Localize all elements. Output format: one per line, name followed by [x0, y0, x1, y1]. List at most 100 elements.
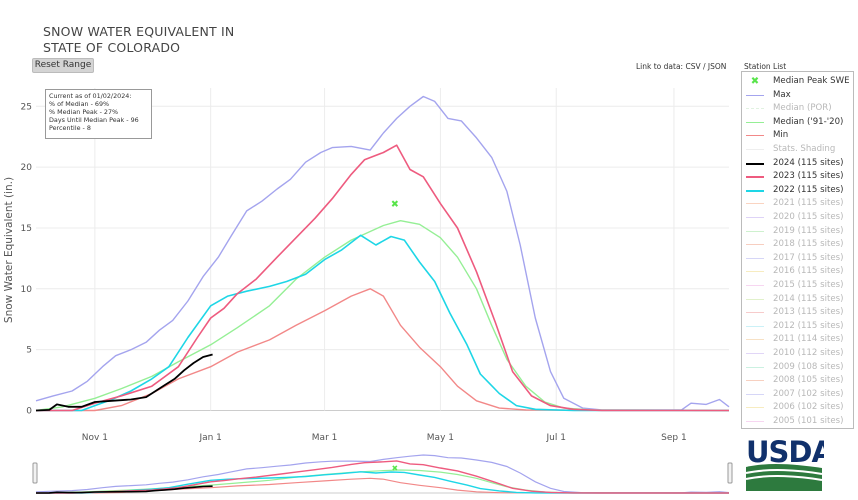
info-pct-median-peak: % Median Peak - 27% — [49, 108, 119, 116]
legend-item[interactable]: 2016 (115 sites) — [746, 265, 852, 278]
x-tick-label: Mar 1 — [312, 433, 338, 443]
navigator-series-max — [35, 454, 730, 494]
navigator-median-peak — [392, 465, 398, 471]
legend-line-icon — [746, 176, 764, 179]
legend-item[interactable]: Median (POR) — [746, 102, 852, 115]
legend-item-label: Median ('91-'20) — [773, 116, 844, 127]
legend-item-label: 2015 (115 sites) — [773, 280, 844, 290]
legend-item[interactable]: ✖ Median Peak SWE — [746, 75, 852, 88]
legend-item[interactable]: 2015 (115 sites) — [746, 279, 852, 292]
legend-line-icon — [746, 162, 764, 165]
legend-line-icon — [746, 325, 764, 327]
legend-item[interactable]: Min — [746, 129, 852, 142]
station-list-title[interactable]: Station List — [744, 62, 787, 71]
legend-item-label: 2008 (105 sites) — [773, 375, 844, 386]
legend-item[interactable]: 2024 (115 sites) — [746, 157, 852, 170]
chart-title-line2: STATE OF COLORADO — [43, 40, 181, 55]
info-current: Current as of 01/02/2024: — [49, 92, 132, 100]
legend-line-icon — [746, 407, 764, 409]
info-box: Current as of 01/02/2024: % of Median - … — [45, 89, 152, 139]
legend-item[interactable]: Max — [746, 89, 852, 102]
legend-item[interactable]: 2014 (115 sites) — [746, 293, 852, 306]
legend-item[interactable]: Median ('91-'20) — [746, 116, 852, 129]
info-pct-median: % of Median - 69% — [49, 100, 110, 108]
y-tick-label: 20 — [21, 163, 33, 173]
legend-item[interactable]: Stats. Shading — [746, 143, 852, 156]
series-line-median — [35, 220, 730, 412]
legend-item-label: Min — [773, 130, 789, 141]
y-tick-label: 10 — [21, 285, 33, 295]
legend-item-label: 2023 (115 sites) — [773, 171, 844, 182]
chart-title-line1: SNOW WATER EQUIVALENT IN — [43, 24, 235, 39]
legend-item-label: Median (POR) — [773, 103, 832, 114]
legend-item[interactable]: 2013 (115 sites) — [746, 306, 852, 319]
legend-item[interactable]: 2021 (115 sites) — [746, 197, 852, 210]
legend-item-label: 2010 (112 sites) — [773, 348, 844, 358]
legend-item-label: 2007 (102 sites) — [773, 388, 844, 399]
legend-item-label: 2024 (115 sites) — [773, 157, 844, 168]
legend-item[interactable]: 2018 (115 sites) — [746, 238, 852, 251]
legend-item-label: 2005 (101 sites) — [773, 416, 844, 426]
legend-line-icon — [746, 94, 764, 96]
x-tick-label: May 1 — [427, 433, 454, 443]
legend-item[interactable]: 2022 (115 sites) — [746, 184, 852, 197]
range-navigator[interactable] — [32, 454, 733, 494]
series-line-y2023 — [36, 144, 729, 412]
x-tick-label: Jan 1 — [198, 433, 221, 443]
legend-line-icon — [746, 230, 764, 232]
legend-item-label: 2019 (115 sites) — [773, 225, 844, 236]
legend-item[interactable]: 2011 (114 sites) — [746, 333, 852, 346]
legend-line-icon — [746, 108, 764, 110]
legend-item-label: 2013 (115 sites) — [773, 307, 844, 318]
series-line-y2024 — [35, 353, 213, 412]
legend-item[interactable]: 2009 (108 sites) — [746, 361, 852, 374]
info-percentile: Percentile - 8 — [49, 124, 91, 132]
legend-line-icon — [746, 421, 764, 422]
legend-item[interactable]: 2019 (115 sites) — [746, 225, 852, 238]
legend-line-icon — [746, 393, 764, 395]
reset-range-button[interactable]: Reset Range — [32, 58, 94, 73]
legend-item[interactable]: 2005 (101 sites) — [746, 415, 852, 428]
legend-item[interactable]: 2017 (115 sites) — [746, 252, 852, 265]
legend-line-icon — [746, 257, 764, 259]
legend-item-label: 2018 (115 sites) — [773, 239, 844, 250]
legend-item-label: Stats. Shading — [773, 144, 836, 154]
legend-item[interactable]: 2020 (115 sites) — [746, 211, 852, 224]
legend-line-icon — [746, 135, 764, 137]
legend-line-icon — [746, 244, 764, 246]
legend-line-icon — [746, 121, 764, 123]
legend-item-label: 2021 (115 sites) — [773, 198, 844, 209]
legend-item-label: 2014 (115 sites) — [773, 293, 844, 304]
chart-title: SNOW WATER EQUIVALENT IN STATE OF COLORA… — [43, 24, 234, 56]
y-tick-label: 15 — [21, 224, 32, 234]
series-line-y2022 — [36, 234, 729, 412]
legend-line-icon — [746, 271, 764, 273]
legend-item-label: 2017 (115 sites) — [773, 252, 844, 263]
link-to-data[interactable]: Link to data: CSV / JSON — [636, 62, 727, 71]
legend-item[interactable]: 2010 (112 sites) — [746, 347, 852, 360]
legend-item[interactable]: 2006 (102 sites) — [746, 401, 852, 414]
legend-line-icon — [746, 298, 764, 300]
legend-marker-icon: ✖ — [750, 76, 760, 87]
navigator-series-y2024 — [35, 485, 213, 494]
navigator-handle-right[interactable] — [727, 462, 733, 484]
legend-item[interactable]: 2007 (102 sites) — [746, 388, 852, 401]
y-tick-label: 0 — [26, 407, 32, 417]
legend-item[interactable]: 2023 (115 sites) — [746, 170, 852, 183]
legend-item-label: 2006 (102 sites) — [773, 402, 844, 413]
legend-item-label: Max — [773, 89, 791, 100]
legend-item-label: 2011 (114 sites) — [773, 334, 844, 345]
legend-item-label: 2016 (115 sites) — [773, 266, 844, 277]
y-tick-label: 5 — [26, 346, 32, 356]
series-line-max — [35, 95, 730, 411]
legend-line-icon — [746, 339, 764, 341]
legend-line-icon — [746, 217, 764, 218]
usda-logo: USDA — [744, 435, 836, 492]
legend-item[interactable]: 2008 (105 sites) — [746, 374, 852, 387]
median-peak-marker — [391, 200, 399, 207]
legend-line-icon — [746, 285, 764, 286]
legend-item[interactable]: 2012 (115 sites) — [746, 320, 852, 333]
legend-item-label: 2022 (115 sites) — [773, 184, 844, 195]
navigator-handle-left[interactable] — [32, 462, 38, 484]
